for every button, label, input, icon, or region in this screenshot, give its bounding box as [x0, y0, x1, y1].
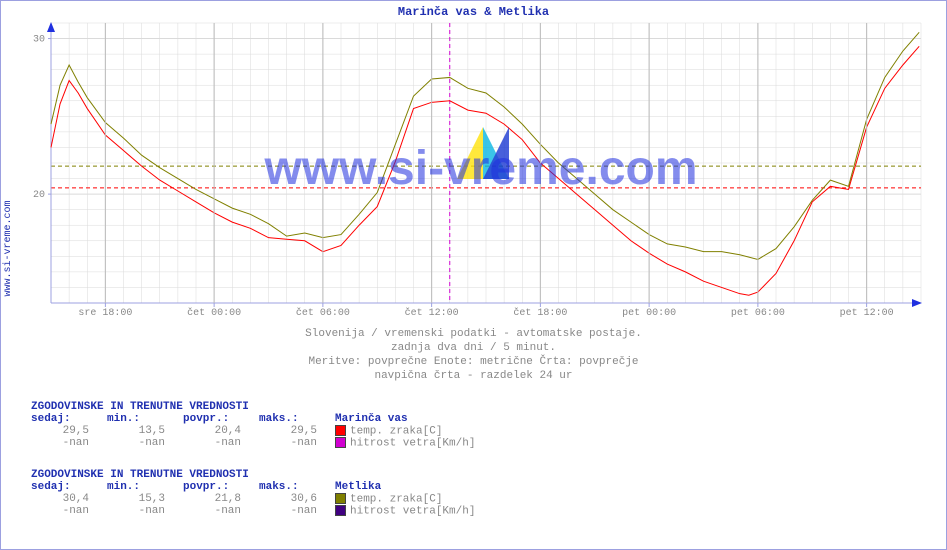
stats-value: -nan	[259, 437, 335, 449]
metric-label: hitrost vetra[Km/h]	[335, 505, 481, 517]
stats-value: 29,5	[31, 425, 107, 437]
svg-text:20: 20	[33, 190, 45, 201]
stats-value: -nan	[183, 437, 259, 449]
stats-value: 29,5	[259, 425, 335, 437]
stats-header: ZGODOVINSKE IN TRENUTNE VREDNOSTI	[31, 469, 481, 481]
stats-table: sedaj:min.:povpr.:maks.:Marinča vas29,51…	[31, 413, 481, 450]
svg-text:pet 12:00: pet 12:00	[840, 308, 894, 319]
stats-block: ZGODOVINSKE IN TRENUTNE VREDNOSTIsedaj:m…	[31, 401, 481, 450]
svg-text:čet 00:00: čet 00:00	[187, 307, 241, 319]
stats-value: -nan	[183, 505, 259, 517]
metric-label: hitrost vetra[Km/h]	[335, 437, 481, 449]
caption-line: navpična črta - razdelek 24 ur	[1, 369, 946, 383]
stats-value: -nan	[31, 437, 107, 449]
svg-text:sre 18:00: sre 18:00	[78, 308, 132, 319]
stats-header: ZGODOVINSKE IN TRENUTNE VREDNOSTI	[31, 401, 481, 413]
stats-value: 20,4	[183, 425, 259, 437]
svg-text:čet 12:00: čet 12:00	[405, 307, 459, 319]
stats-col-header: min.:	[107, 413, 183, 425]
stats-value: -nan	[107, 437, 183, 449]
caption-line: zadnja dva dni / 5 minut.	[1, 341, 946, 355]
stats-col-header: sedaj:	[31, 481, 107, 493]
stats-value: 30,6	[259, 493, 335, 505]
caption-block: Slovenija / vremenski podatki - avtomats…	[1, 327, 946, 383]
stats-col-header: povpr.:	[183, 413, 259, 425]
legend-swatch	[335, 505, 346, 516]
legend-swatch	[335, 493, 346, 504]
side-url-label: www.si-vreme.com	[3, 201, 14, 297]
svg-text:pet 06:00: pet 06:00	[731, 308, 785, 319]
stats-col-header: maks.:	[259, 481, 335, 493]
svg-text:čet 18:00: čet 18:00	[513, 307, 567, 319]
caption-line: Slovenija / vremenski podatki - avtomats…	[1, 327, 946, 341]
stats-value: -nan	[107, 505, 183, 517]
caption-line: Meritve: povprečne Enote: metrične Črta:…	[1, 355, 946, 369]
chart-title: Marinča vas & Metlika	[1, 5, 946, 19]
legend-swatch	[335, 425, 346, 436]
stats-value: 15,3	[107, 493, 183, 505]
chart-svg: 20 30 sre 18:00 čet 00:00 čet 06:00 čet 12:00…	[31, 21, 931, 321]
stats-col-header: maks.:	[259, 413, 335, 425]
stats-value: -nan	[31, 505, 107, 517]
stats-col-header: min.:	[107, 481, 183, 493]
stats-col-header: povpr.:	[183, 481, 259, 493]
station-name: Marinča vas	[335, 413, 481, 425]
stats-value: 13,5	[107, 425, 183, 437]
stats-value: 30,4	[31, 493, 107, 505]
metric-label: temp. zraka[C]	[335, 493, 481, 505]
stats-table: sedaj:min.:povpr.:maks.:Metlika 30,415,32…	[31, 481, 481, 518]
metric-label: temp. zraka[C]	[335, 425, 481, 437]
stats-block: ZGODOVINSKE IN TRENUTNE VREDNOSTIsedaj:m…	[31, 469, 481, 518]
svg-text:pet 00:00: pet 00:00	[622, 308, 676, 319]
svg-text:čet 06:00: čet 06:00	[296, 307, 350, 319]
station-name: Metlika	[335, 481, 481, 493]
chart-area: 20 30 sre 18:00 čet 00:00 čet 06:00 čet 12:00…	[31, 21, 931, 321]
stats-value: 21,8	[183, 493, 259, 505]
svg-text:30: 30	[33, 35, 45, 46]
stats-col-header: sedaj:	[31, 413, 107, 425]
legend-swatch	[335, 437, 346, 448]
stats-value: -nan	[259, 505, 335, 517]
root-container: www.si-vreme.com Marinča vas & Metlika 2…	[0, 0, 947, 550]
